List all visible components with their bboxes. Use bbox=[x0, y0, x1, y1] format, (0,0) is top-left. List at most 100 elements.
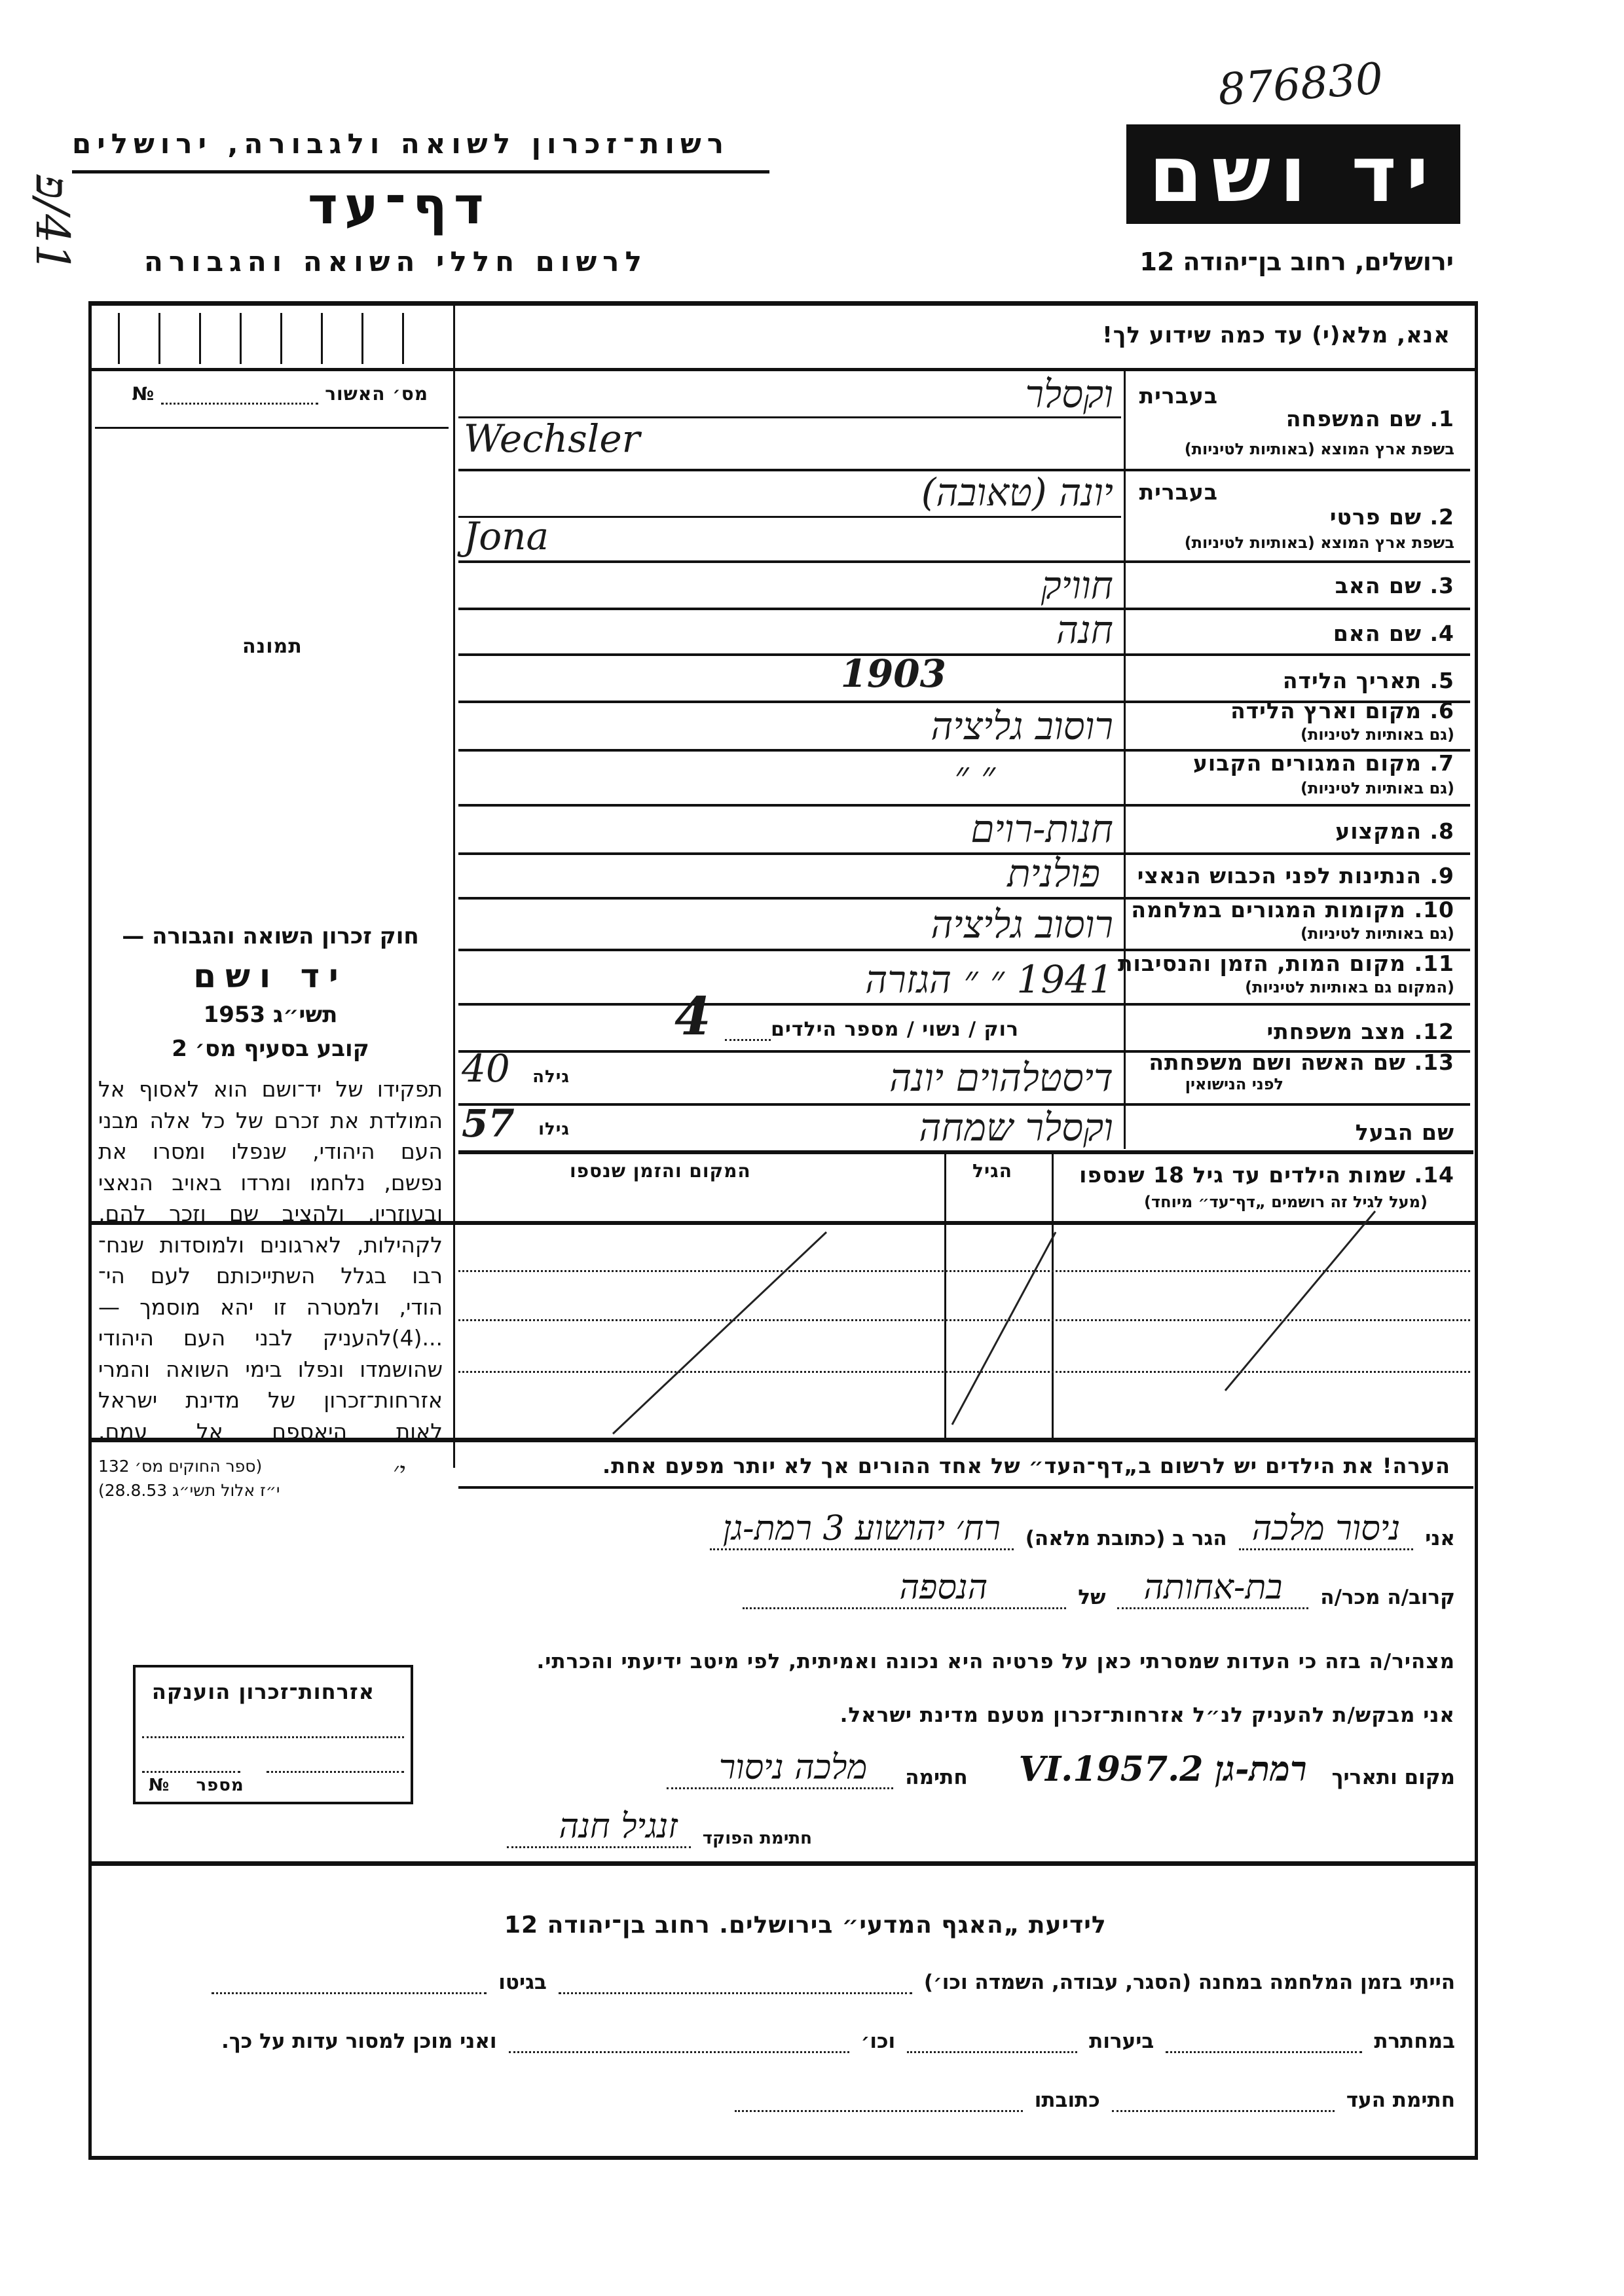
nationality-value[interactable]: פולנית bbox=[1007, 851, 1100, 896]
law-title: חוק זכרון השואה והגבורה — bbox=[122, 923, 419, 949]
family-name-label: 1. שם המשפחה bbox=[1285, 406, 1454, 431]
row-divider bbox=[458, 1050, 1470, 1053]
law-line: לקהילות, לארגונים ולמוסדות שנח־ bbox=[98, 1231, 443, 1258]
approval-number-label: מס׳ האשור № bbox=[132, 383, 428, 405]
first-name-hebrew-value[interactable]: יונה (טאובה) bbox=[921, 470, 1113, 515]
birth-place-label: 6. מקום וארץ הלידה bbox=[1230, 698, 1454, 723]
row-divider bbox=[458, 804, 1470, 807]
forests-field[interactable] bbox=[907, 2045, 1078, 2053]
law-name: יד ושם bbox=[193, 957, 348, 995]
row-divider bbox=[458, 516, 1121, 518]
form-subtitle: לרשום חללי השואה והגבורה bbox=[144, 246, 648, 278]
form-title: דף־עד bbox=[308, 177, 490, 236]
children-count-line bbox=[725, 1032, 771, 1041]
row-divider bbox=[458, 749, 1470, 752]
row-divider bbox=[458, 560, 1470, 563]
latin-also-sub-label: (גם באותיות לטיניות) bbox=[1301, 725, 1454, 744]
declaration-statement: מצהיר/ה בזה כי העדות שמסרתי כאן על פרטיה… bbox=[536, 1650, 1455, 1673]
children-row-line bbox=[458, 1270, 1470, 1272]
camp-field[interactable] bbox=[558, 1986, 912, 1994]
husband-name-value[interactable]: וקסלר שמחה bbox=[919, 1105, 1113, 1150]
camp-line: הייתי בזמן המלחמה במחנה (הסגר, עבודה, הש… bbox=[212, 1971, 1455, 1994]
birth-date-value[interactable]: 1903 bbox=[840, 651, 946, 696]
law-line: שהושמדו ונפלו בימי השואה והמרי bbox=[98, 1356, 443, 1382]
approval-divider bbox=[95, 427, 449, 429]
witness-name-field[interactable]: ניסור מלכה bbox=[1238, 1509, 1414, 1550]
row-divider bbox=[458, 949, 1470, 951]
residence-value[interactable]: ״ ״ bbox=[954, 753, 995, 797]
death-place-sub-label: (המקום גם באותיות לטיניות) bbox=[1245, 978, 1454, 996]
etc-field[interactable] bbox=[508, 2045, 849, 2053]
cross-out-stroke bbox=[612, 1231, 828, 1435]
header-address: ירושלים, רחוב בן־יהודה 12 bbox=[1139, 247, 1454, 276]
wartime-residence-value[interactable]: רוסוב גליציה bbox=[931, 902, 1113, 947]
latin-also-sub-label: (גם באותיות לטיניות) bbox=[1301, 924, 1454, 943]
signature-field[interactable]: מלכה ניסור bbox=[666, 1748, 894, 1789]
underground-field[interactable] bbox=[1166, 2045, 1363, 2053]
citizenship-box: אזרחות־זכרון הוענקה № מספר bbox=[133, 1665, 413, 1804]
children-col-divider bbox=[1052, 1152, 1054, 1440]
ghetto-field[interactable] bbox=[212, 1986, 487, 1994]
latin-sub-label: בשפת ארץ המוצא (באותיות לטיניות) bbox=[1184, 440, 1454, 458]
citizenship-line bbox=[142, 1771, 240, 1773]
row-divider bbox=[458, 852, 1470, 855]
death-place-label: 11. מקום המות, הזמן והנסיבות bbox=[1117, 951, 1454, 976]
children-col-place: המקום והזמן שנספו bbox=[570, 1160, 751, 1182]
row-divider bbox=[458, 469, 1470, 471]
frame-bottom bbox=[88, 2156, 1478, 2160]
relation-of-field[interactable]: הנספה bbox=[742, 1568, 1067, 1609]
footer-divider bbox=[92, 1861, 1475, 1866]
law-source-2: י״ז אלול תשי״ג 28.8.53) bbox=[98, 1481, 280, 1500]
witness-signature-field[interactable] bbox=[1111, 2104, 1335, 2112]
cross-out-stroke bbox=[1224, 1211, 1376, 1391]
children-count-value[interactable]: 4 bbox=[674, 985, 711, 1047]
witness-signature-line: חתימת העד כתובתו bbox=[734, 2088, 1455, 2112]
wartime-residence-label: 10. מקומות המגורים במלחמה bbox=[1131, 897, 1454, 922]
wife-name-value[interactable]: דיסטלהוים יונה bbox=[889, 1055, 1113, 1100]
death-place-value[interactable]: 1941 ״ ״ הגזרה bbox=[865, 957, 1113, 1002]
latin-also-sub-label: (גם באותיות לטיניות) bbox=[1301, 779, 1454, 797]
law-line: נפשם, נלחמו ומרדו באויב הנאצי bbox=[98, 1169, 443, 1195]
father-name-label: 3. שם האב bbox=[1335, 573, 1454, 598]
profession-value[interactable]: חנות-רוים bbox=[970, 807, 1113, 851]
children-note: הערה! את הילדים יש לרשום ב„דף־העד״ של אח… bbox=[602, 1453, 1450, 1478]
husband-name-label: שם הבעל bbox=[1355, 1120, 1454, 1145]
marital-status-options: רוק / נשוי / מספר הילדים bbox=[725, 1018, 1019, 1041]
citizenship-request: אני מבקש/ת להעניק לנ״ל אזרחות־זכרון מטעם… bbox=[840, 1704, 1455, 1727]
relation-field[interactable]: בת-אחותה bbox=[1117, 1568, 1309, 1609]
citizenship-line bbox=[267, 1771, 404, 1773]
family-name-latin-value[interactable]: Wechsler bbox=[464, 416, 640, 461]
witness-address-field[interactable]: רח׳ יהושוע 3 רמת-גן bbox=[709, 1509, 1014, 1550]
law-year: תשי״ג 1953 bbox=[203, 1002, 338, 1028]
wife-age-value[interactable]: 40 bbox=[462, 1046, 510, 1091]
photo-label: תמונה bbox=[242, 635, 303, 658]
wife-name-sub-label: לפני הנישואין bbox=[1185, 1075, 1283, 1093]
children-sub-label: (מעל לגיל זה רושמים „דף־עד״ מיוחד) bbox=[1144, 1193, 1428, 1211]
witness-address-footer-field[interactable] bbox=[734, 2104, 1023, 2112]
official-signature-field[interactable]: זנגיל חנה bbox=[506, 1807, 691, 1848]
official-signature-line: חתימת הפוקד זנגיל חנה bbox=[506, 1807, 812, 1848]
wife-name-label: 13. שם האשה ושם משפחתה bbox=[1149, 1049, 1454, 1075]
row-divider bbox=[458, 608, 1470, 610]
place-date-field[interactable]: רמת-גן 2.VI.1957 bbox=[1018, 1749, 1307, 1789]
law-handwritten-mark: י׳ bbox=[393, 1457, 405, 1485]
father-name-value[interactable]: חוויק bbox=[1041, 563, 1113, 608]
birth-place-value[interactable]: רוסוב גליציה bbox=[931, 704, 1113, 748]
law-line: הודי, ולמטרה זו יהא מוסמך — bbox=[98, 1294, 443, 1320]
first-name-label: 2. שם פרטי bbox=[1329, 504, 1454, 530]
family-name-hebrew-value[interactable]: וקסלר bbox=[1025, 372, 1114, 416]
instruction-text: אנא, מלא(י) עד כמה שידוע לך! bbox=[1102, 322, 1450, 348]
first-name-latin-value[interactable]: Jona bbox=[464, 514, 549, 558]
top-row-divider bbox=[88, 368, 1478, 371]
relation-line: קרוב/ה מכר/ה בת-אחותה של הנספה bbox=[742, 1568, 1455, 1609]
children-col-divider bbox=[944, 1152, 946, 1440]
row-divider bbox=[458, 653, 1470, 656]
profession-label: 8. המקצוע bbox=[1335, 818, 1454, 844]
cross-out-stroke bbox=[951, 1231, 1057, 1425]
children-row-line bbox=[458, 1319, 1470, 1321]
approval-number-field[interactable] bbox=[161, 396, 319, 405]
nationality-label: 9. הנתינות לפני הכבוש הנאצי bbox=[1137, 863, 1454, 888]
mother-name-value[interactable]: חנה bbox=[1056, 608, 1113, 652]
children-label: 14. שמות הילדים עד גיל 18 שנספו bbox=[1079, 1162, 1454, 1188]
husband-age-value[interactable]: 57 bbox=[462, 1101, 515, 1146]
